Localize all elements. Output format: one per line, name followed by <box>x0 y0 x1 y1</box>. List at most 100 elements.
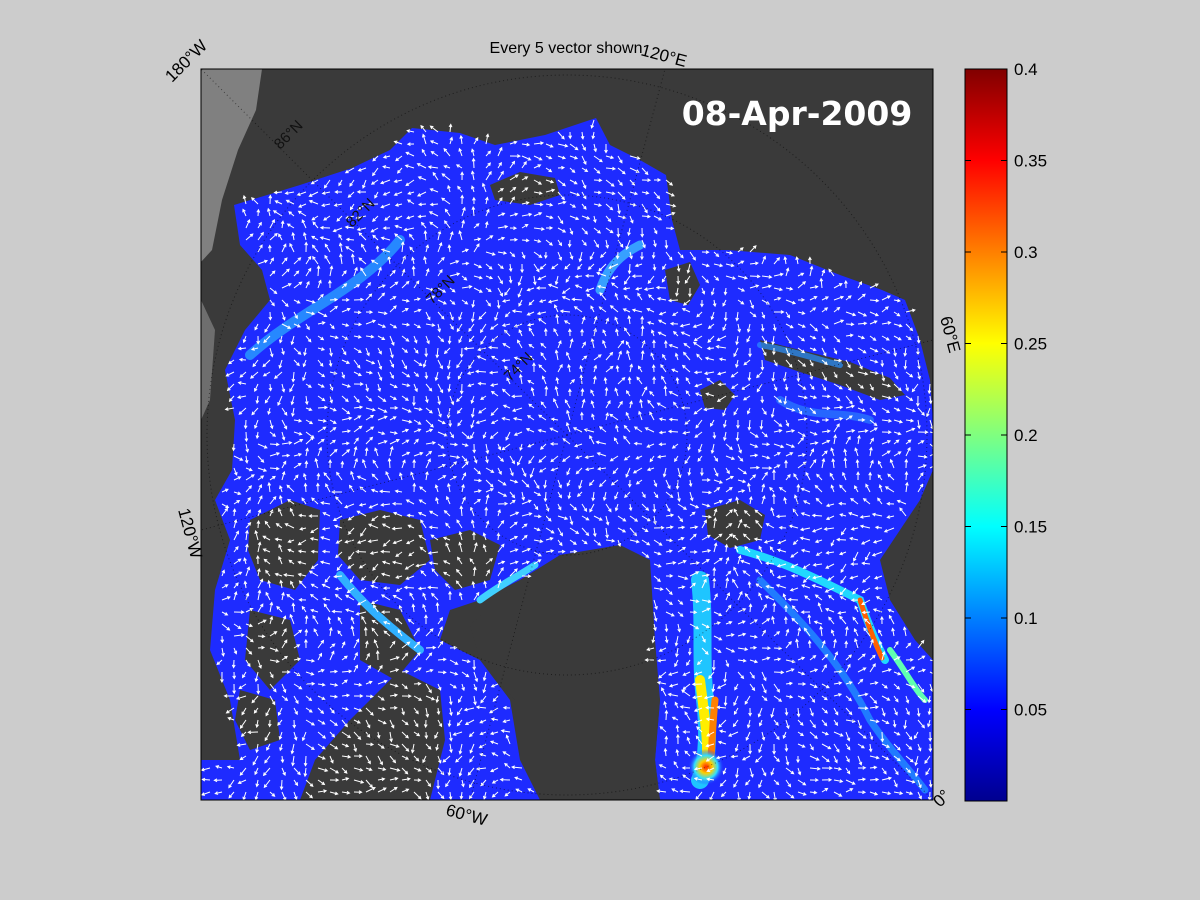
drift-vector <box>291 602 296 613</box>
drift-vector <box>828 616 835 625</box>
drift-vector <box>569 338 574 349</box>
drift-vector <box>449 731 453 742</box>
drift-vector <box>304 628 309 637</box>
drift-vector <box>797 323 806 328</box>
drift-vector <box>602 491 607 502</box>
drift-vector <box>317 719 326 725</box>
drift-vector <box>472 566 477 577</box>
drift-vector <box>341 754 352 759</box>
drift-vector <box>372 604 379 613</box>
drift-vector <box>458 591 463 601</box>
drift-vector <box>833 692 843 697</box>
drift-vector <box>614 387 619 397</box>
drift-vector <box>761 791 770 799</box>
drift-vector <box>811 584 823 589</box>
drift-vector <box>598 426 607 433</box>
drift-vector <box>461 496 466 505</box>
drift-vector <box>671 716 679 721</box>
drift-vector <box>547 299 559 304</box>
drift-vector <box>394 224 403 229</box>
drift-vector <box>720 791 727 798</box>
drift-vector <box>861 610 871 615</box>
drift-vector <box>533 527 541 532</box>
drift-vector <box>797 298 806 302</box>
drift-vector <box>394 233 403 241</box>
drift-vector <box>735 496 739 505</box>
drift-vector <box>401 788 410 793</box>
drift-vector <box>281 257 288 265</box>
drift-vector <box>233 558 242 565</box>
drift-vector <box>825 563 835 569</box>
drift-vector <box>736 419 740 429</box>
drift-vector <box>770 707 775 719</box>
drift-vector <box>389 683 399 688</box>
drift-vector <box>448 695 453 706</box>
drift-vector <box>785 267 790 277</box>
drift-vector <box>312 614 319 625</box>
drift-vector <box>655 285 667 290</box>
drift-vector <box>467 767 475 776</box>
drift-vector <box>758 592 763 601</box>
drift-vector <box>653 479 658 488</box>
drift-vector <box>290 743 295 755</box>
drift-vector <box>845 347 854 352</box>
drift-vector <box>269 270 276 277</box>
drift-vector <box>437 287 447 293</box>
drift-vector <box>365 347 370 357</box>
drift-vector <box>713 275 720 281</box>
drift-vector <box>372 167 379 177</box>
drift-vector <box>362 179 367 189</box>
drift-vector <box>267 407 271 415</box>
drift-vector <box>479 719 487 724</box>
drift-vector <box>382 191 391 196</box>
drift-vector <box>264 520 271 529</box>
drift-vector <box>557 251 563 261</box>
drift-vector <box>521 176 529 181</box>
drift-vector <box>857 407 866 412</box>
drift-vector <box>413 383 418 393</box>
drift-vector <box>452 731 463 736</box>
drift-vector <box>593 315 598 325</box>
drift-vector <box>675 376 680 385</box>
drift-vector <box>413 419 422 425</box>
drift-vector <box>468 791 475 800</box>
drift-vector <box>303 347 307 357</box>
drift-vector <box>865 483 871 493</box>
drift-vector <box>725 467 730 475</box>
drift-vector <box>490 390 499 397</box>
drift-vector <box>661 375 667 385</box>
drift-vector <box>914 767 919 778</box>
drift-vector <box>713 635 723 641</box>
drift-vector <box>317 438 325 445</box>
drift-vector <box>455 164 463 169</box>
drift-vector <box>783 616 788 625</box>
drift-vector <box>878 640 883 649</box>
drift-vector <box>521 560 530 565</box>
drift-vector <box>677 536 685 541</box>
drift-vector <box>405 179 415 187</box>
drift-vector <box>799 527 811 532</box>
drift-vector <box>663 339 668 349</box>
drift-vector <box>527 788 535 793</box>
drift-vector <box>262 359 271 368</box>
drift-vector <box>255 431 260 440</box>
drift-vector <box>437 335 445 343</box>
drift-vector <box>256 208 261 217</box>
drift-vector <box>304 241 309 253</box>
drift-vector <box>559 309 571 314</box>
drift-vector <box>857 293 866 301</box>
drift-vector <box>737 479 747 484</box>
drift-vector <box>761 442 771 447</box>
drift-vector <box>605 215 612 223</box>
drift-vector <box>421 148 427 157</box>
drift-vector <box>314 457 319 469</box>
drift-vector <box>460 194 465 205</box>
drift-vector <box>485 467 495 473</box>
drift-vector <box>869 383 874 391</box>
drift-vector <box>861 599 871 606</box>
drift-vector <box>485 208 490 217</box>
drift-vector <box>677 491 681 503</box>
drift-vector <box>377 755 383 766</box>
drift-vector <box>381 523 391 529</box>
drift-vector <box>869 419 878 427</box>
